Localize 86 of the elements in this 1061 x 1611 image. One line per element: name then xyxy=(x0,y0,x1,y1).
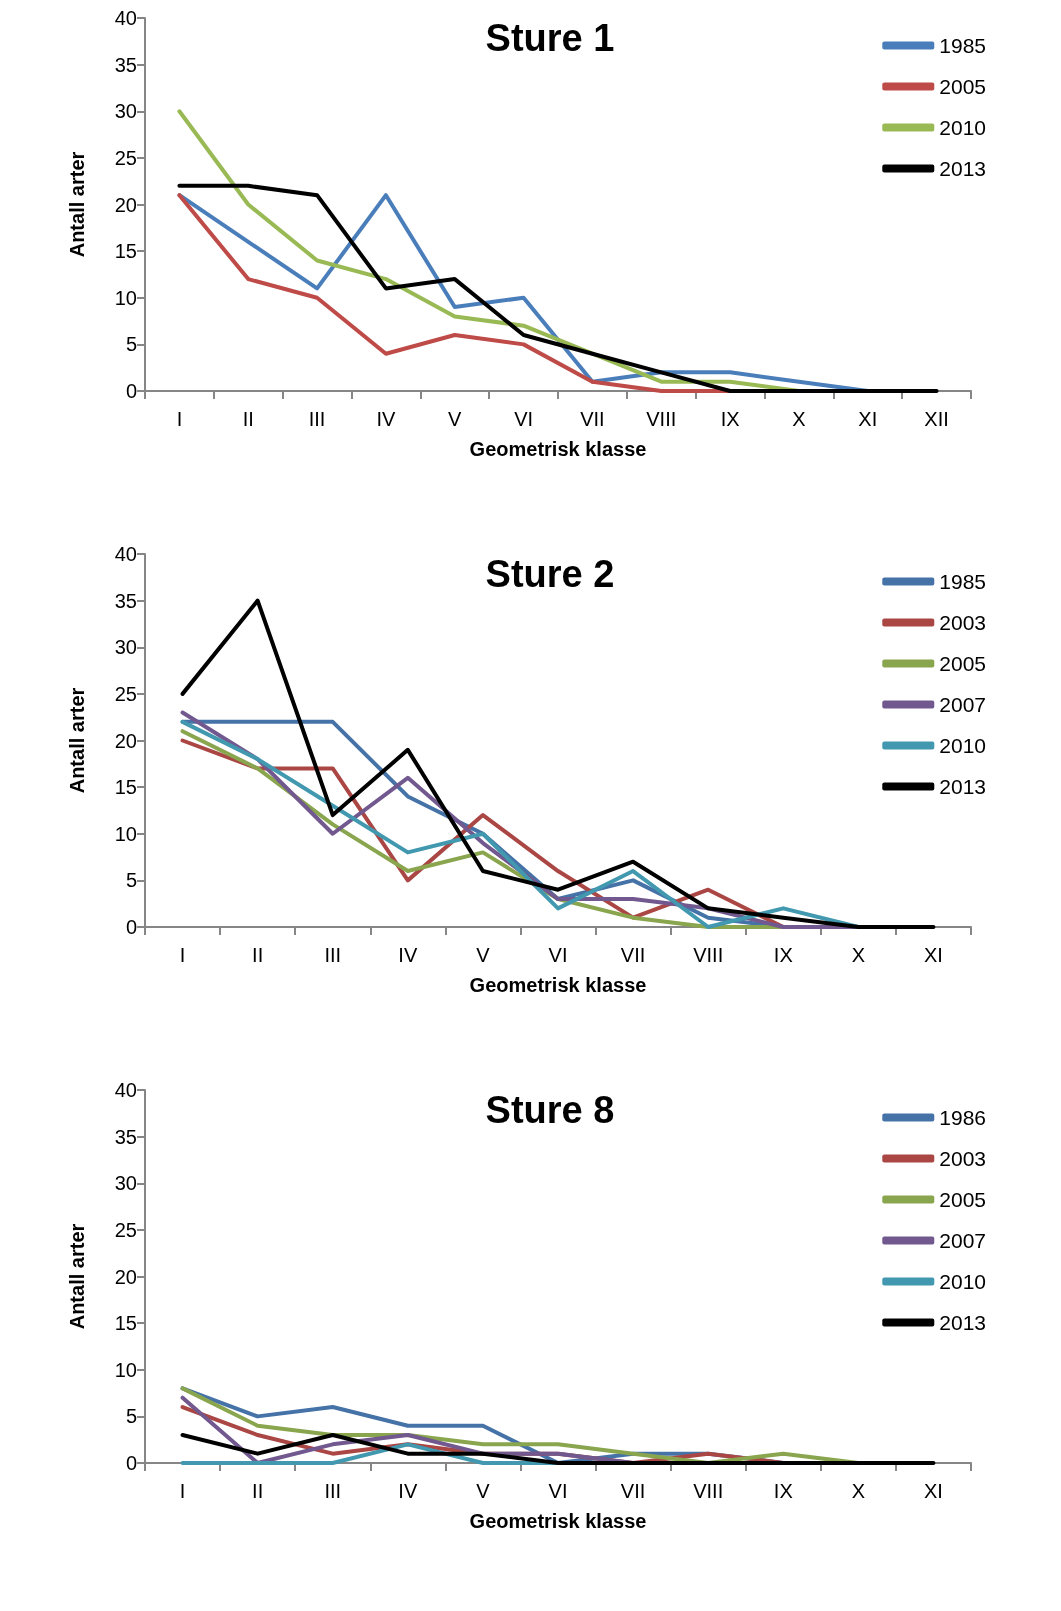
chart-title: Sture 8 xyxy=(485,1089,615,1131)
chart-title: Sture 1 xyxy=(485,17,615,59)
x-tick-label: VIII xyxy=(693,1480,724,1502)
x-tick-label: V xyxy=(476,1480,491,1502)
y-tick-label: 25 xyxy=(114,682,137,705)
x-tick-label: XII xyxy=(924,408,949,430)
legend-label: 2010 xyxy=(939,1270,986,1293)
x-tick-label: III xyxy=(324,944,342,966)
x-tick-label: V xyxy=(448,408,463,430)
x-tick-label: II xyxy=(252,1480,264,1502)
y-tick-label: 40 xyxy=(114,543,137,565)
legend-label: 2010 xyxy=(939,116,986,139)
x-tick-label: VIII xyxy=(693,944,724,966)
legend-label: 2003 xyxy=(939,611,986,634)
x-tick-label: VII xyxy=(620,1480,646,1502)
x-tick-label: III xyxy=(324,1480,342,1502)
y-tick-label: 35 xyxy=(114,53,137,76)
x-tick-label: IX xyxy=(773,1480,793,1502)
x-tick-label: VI xyxy=(548,1480,568,1502)
x-tick-label: II xyxy=(252,944,264,966)
y-tick-label: 25 xyxy=(114,1218,137,1241)
legend-label: 2003 xyxy=(939,1147,986,1170)
y-axis-title: Antall arter xyxy=(66,1223,88,1330)
legend-label: 1985 xyxy=(939,570,986,593)
y-tick-label: 5 xyxy=(125,1405,137,1428)
y-tick-label: 0 xyxy=(125,1452,137,1474)
y-tick-label: 15 xyxy=(114,1312,137,1335)
y-tick-label: 25 xyxy=(114,146,137,169)
y-tick-label: 0 xyxy=(125,916,137,938)
y-tick-label: 10 xyxy=(114,286,137,309)
legend-label: 2010 xyxy=(939,734,986,757)
x-tick-label: XI xyxy=(858,408,878,430)
legend-label: 2013 xyxy=(939,157,986,180)
y-tick-label: 35 xyxy=(114,589,137,612)
x-tick-label: IV xyxy=(398,1480,418,1502)
y-tick-label: 20 xyxy=(114,1265,137,1288)
y-tick-label: 10 xyxy=(114,822,137,845)
x-tick-label: V xyxy=(476,944,491,966)
x-tick-label: X xyxy=(851,944,866,966)
x-tick-label: VI xyxy=(514,408,534,430)
x-tick-label: X xyxy=(851,1480,866,1502)
x-tick-label: IV xyxy=(376,408,397,430)
x-tick-label: I xyxy=(179,944,186,966)
x-axis-title: Geometrisk klasse xyxy=(469,438,647,460)
y-tick-label: 30 xyxy=(114,636,137,659)
y-tick-label: 40 xyxy=(114,1079,137,1101)
x-tick-label: IV xyxy=(398,944,418,966)
y-tick-label: 5 xyxy=(125,869,137,892)
legend-label: 2007 xyxy=(939,1229,986,1252)
legend-label: 2013 xyxy=(939,1311,986,1334)
y-axis-title: Antall arter xyxy=(66,151,88,258)
x-tick-label: X xyxy=(792,408,806,430)
x-tick-label: IX xyxy=(720,408,740,430)
x-axis-title: Geometrisk klasse xyxy=(469,1510,647,1532)
x-tick-label: VII xyxy=(580,408,605,430)
x-tick-label: VII xyxy=(620,944,646,966)
y-tick-label: 35 xyxy=(114,1125,137,1148)
y-tick-label: 20 xyxy=(114,193,137,216)
y-tick-label: 20 xyxy=(114,729,137,752)
legend-label: 2013 xyxy=(939,775,986,798)
y-tick-label: 5 xyxy=(125,333,137,356)
x-tick-label: XI xyxy=(924,944,943,966)
x-tick-label: XI xyxy=(924,1480,943,1502)
x-tick-label: VIII xyxy=(646,408,677,430)
legend-label: 2005 xyxy=(939,75,986,98)
y-tick-label: 10 xyxy=(114,1358,137,1381)
x-tick-label: VI xyxy=(548,944,568,966)
x-tick-label: IX xyxy=(773,944,793,966)
y-tick-label: 30 xyxy=(114,1172,137,1195)
legend-label: 2007 xyxy=(939,693,986,716)
y-tick-label: 30 xyxy=(114,100,137,123)
legend-label: 1986 xyxy=(939,1106,986,1129)
y-tick-label: 40 xyxy=(114,7,137,29)
legend-label: 2005 xyxy=(939,1188,986,1211)
chart-title: Sture 2 xyxy=(485,553,615,595)
y-tick-label: 15 xyxy=(114,776,137,799)
x-tick-label: I xyxy=(176,408,183,430)
y-axis-title: Antall arter xyxy=(66,687,88,794)
legend-label: 1985 xyxy=(939,34,986,57)
legend-label: 2005 xyxy=(939,652,986,675)
x-tick-label: III xyxy=(308,408,326,430)
x-tick-label: I xyxy=(179,1480,186,1502)
y-tick-label: 15 xyxy=(114,240,137,263)
y-tick-label: 0 xyxy=(125,380,137,402)
x-tick-label: II xyxy=(242,408,254,430)
x-axis-title: Geometrisk klasse xyxy=(469,974,647,996)
